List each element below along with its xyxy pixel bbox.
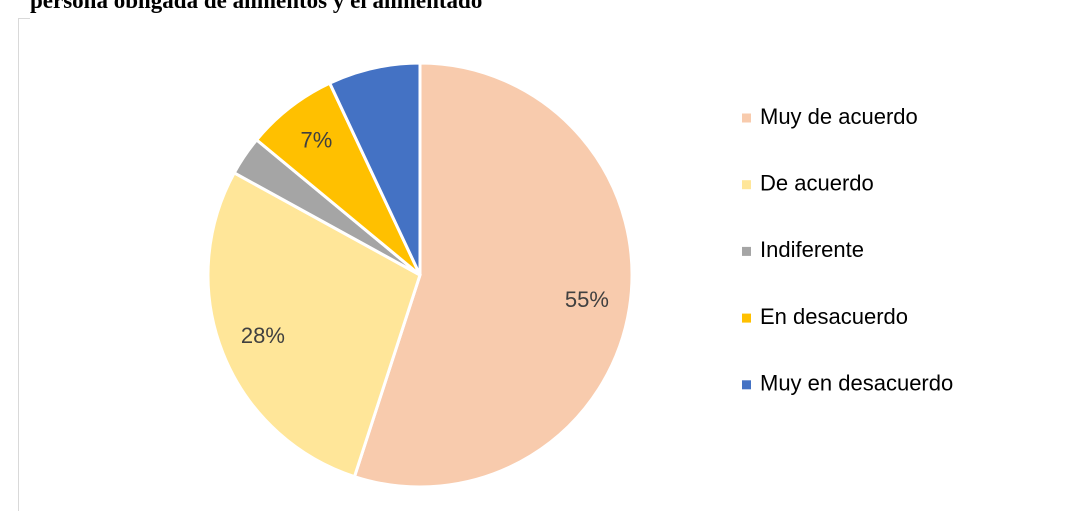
legend-swatch <box>742 380 751 390</box>
data-label: 55% <box>565 287 609 312</box>
legend-swatch <box>742 313 751 323</box>
legend-swatch <box>742 180 751 190</box>
data-label: 28% <box>241 323 285 348</box>
legend-swatch <box>742 246 751 256</box>
legend-label: Muy en desacuerdo <box>760 371 953 396</box>
legend-label: De acuerdo <box>760 171 874 196</box>
legend-swatch <box>742 113 751 123</box>
pie-slice <box>352 61 634 489</box>
pie-slice <box>206 170 422 479</box>
legend-label: En desacuerdo <box>760 304 908 329</box>
legend-label: Indiferente <box>760 237 864 262</box>
data-label: 7% <box>301 127 333 152</box>
legend-label: Muy de acuerdo <box>760 104 918 129</box>
pie-slice <box>327 61 422 276</box>
chart-title: persona obligada de alimentos y el alime… <box>30 0 482 13</box>
